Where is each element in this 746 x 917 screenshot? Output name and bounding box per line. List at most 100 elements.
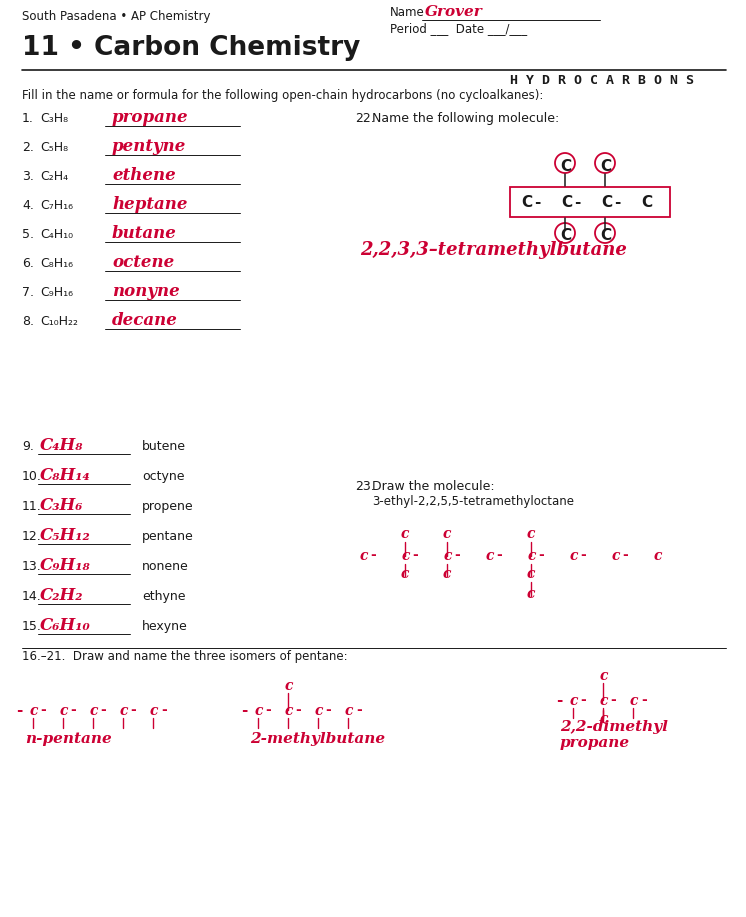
Text: 10.: 10. [22, 470, 42, 483]
Text: Grover: Grover [425, 5, 483, 19]
Text: c: c [315, 704, 324, 718]
Text: -: - [241, 703, 248, 718]
Text: pentane: pentane [142, 530, 194, 543]
Text: C₂H₂: C₂H₂ [40, 587, 84, 604]
Bar [510, 187, 670, 217]
Text: 9.: 9. [22, 440, 34, 453]
Text: c: c [443, 527, 451, 541]
Text: c: c [30, 704, 39, 718]
Text: 1.: 1. [22, 112, 34, 125]
Text: C₄H₁₀: C₄H₁₀ [40, 228, 73, 241]
Text: nonyne: nonyne [112, 283, 180, 300]
Text: hexyne: hexyne [142, 620, 188, 633]
Text: 22.: 22. [355, 112, 374, 125]
Text: pentyne: pentyne [112, 138, 186, 155]
Text: South Pasadena • AP Chemistry: South Pasadena • AP Chemistry [22, 10, 210, 23]
Text: -: - [370, 548, 376, 562]
Text: 3.: 3. [22, 170, 34, 183]
Text: C₉H₁₆: C₉H₁₆ [40, 286, 73, 299]
Text: -: - [614, 195, 621, 210]
Text: 4.: 4. [22, 199, 34, 212]
Text: c: c [600, 712, 609, 726]
Text: 15.: 15. [22, 620, 42, 633]
Text: 12.: 12. [22, 530, 42, 543]
Text: 8.: 8. [22, 315, 34, 328]
Text: c: c [345, 704, 354, 718]
Text: -: - [356, 703, 362, 717]
Text: 14.: 14. [22, 590, 42, 603]
Text: c: c [90, 704, 98, 718]
Text: -: - [556, 693, 562, 708]
Text: -: - [40, 703, 46, 717]
Text: c: c [527, 587, 536, 601]
Text: C₂H₄: C₂H₄ [40, 170, 68, 183]
Text: c: c [630, 694, 639, 708]
Text: -: - [70, 703, 76, 717]
Text: c: c [285, 704, 293, 718]
Text: 2.: 2. [22, 141, 34, 154]
Text: butene: butene [142, 440, 186, 453]
Text: Name: Name [390, 6, 424, 19]
Text: C: C [560, 159, 571, 174]
Text: c: c [255, 704, 263, 718]
Text: propene: propene [142, 500, 194, 513]
Text: -: - [496, 548, 502, 562]
Text: 2-methylbutane: 2-methylbutane [250, 732, 385, 746]
Text: C₁₀H₂₂: C₁₀H₂₂ [40, 315, 78, 328]
Text: 11 • Carbon Chemistry: 11 • Carbon Chemistry [22, 35, 360, 61]
Text: propane: propane [112, 109, 189, 126]
Text: c: c [570, 549, 578, 563]
Text: 6.: 6. [22, 257, 34, 270]
Text: H Y D R O C A R B O N S: H Y D R O C A R B O N S [510, 74, 694, 87]
Text: -: - [130, 703, 136, 717]
Text: -: - [161, 703, 167, 717]
Text: -: - [538, 548, 544, 562]
Text: 3-ethyl-2,2,5,5-tetramethyloctane: 3-ethyl-2,2,5,5-tetramethyloctane [372, 495, 574, 508]
Text: n-pentane: n-pentane [25, 732, 112, 746]
Text: nonene: nonene [142, 560, 189, 573]
Text: -: - [580, 693, 586, 707]
Text: C: C [560, 228, 571, 243]
Text: c: c [401, 567, 410, 581]
Text: C₅H₁₂: C₅H₁₂ [40, 527, 91, 544]
Text: -: - [295, 703, 301, 717]
Text: 5.: 5. [22, 228, 34, 241]
Text: butane: butane [112, 225, 177, 242]
Text: c: c [150, 704, 158, 718]
Text: c: c [654, 549, 662, 563]
Text: c: c [285, 679, 293, 693]
Text: c: c [402, 549, 410, 563]
Text: -: - [265, 703, 271, 717]
Text: c: c [600, 694, 609, 708]
Text: c: c [570, 694, 578, 708]
Text: 2,2-dimethyl
propane: 2,2-dimethyl propane [560, 720, 668, 750]
Text: -: - [622, 548, 627, 562]
Text: c: c [527, 527, 536, 541]
Text: c: c [486, 549, 495, 563]
Text: Fill in the name or formula for the following open-chain hydrocarbons (no cycloa: Fill in the name or formula for the foll… [22, 89, 543, 102]
Text: C₄H₈: C₄H₈ [40, 437, 84, 454]
Text: c: c [401, 527, 410, 541]
Text: -: - [534, 195, 540, 210]
Text: C: C [641, 195, 652, 210]
Text: -: - [454, 548, 460, 562]
Text: octene: octene [112, 254, 175, 271]
Text: c: c [443, 567, 451, 581]
Text: -: - [325, 703, 330, 717]
Text: Name the following molecule:: Name the following molecule: [372, 112, 560, 125]
Text: -: - [16, 703, 22, 718]
Text: 2,2,3,3–tetramethylbutane: 2,2,3,3–tetramethylbutane [360, 241, 627, 259]
Text: C: C [600, 228, 611, 243]
Text: c: c [600, 669, 609, 683]
Text: -: - [574, 195, 580, 210]
Text: c: c [444, 549, 453, 563]
Text: -: - [100, 703, 106, 717]
Text: C₅H₈: C₅H₈ [40, 141, 68, 154]
Text: c: c [528, 549, 536, 563]
Text: octyne: octyne [142, 470, 184, 483]
Text: c: c [612, 549, 621, 563]
Text: c: c [527, 567, 536, 581]
Text: 7.: 7. [22, 286, 34, 299]
Text: C₈H₁₆: C₈H₁₆ [40, 257, 73, 270]
Text: C: C [601, 195, 612, 210]
